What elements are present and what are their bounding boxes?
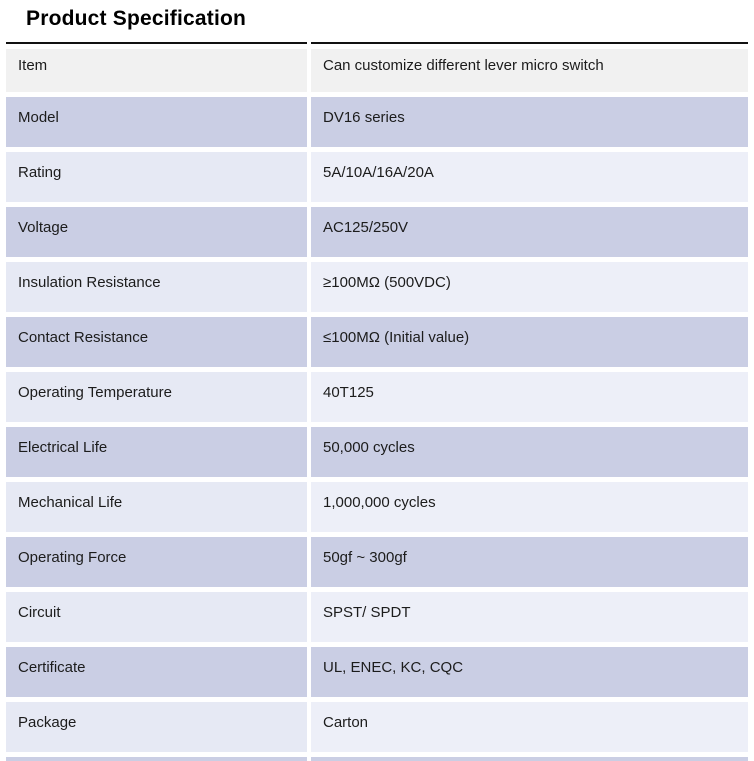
spec-name-cell: Mechanical Life (6, 482, 307, 532)
header-value-cell: Can customize different lever micro swit… (311, 49, 748, 92)
spec-name-cell: Model (6, 97, 307, 147)
spec-name-cell: Insulation Resistance (6, 262, 307, 312)
spec-name-cell: Certificate (6, 647, 307, 697)
spec-name-cell: Operating Force (6, 537, 307, 587)
table-bottom-band (311, 757, 748, 761)
spec-name-cell: Package (6, 702, 307, 752)
spec-name-cell: Rating (6, 152, 307, 202)
table-top-border (311, 42, 748, 44)
page-title: Product Specification (26, 7, 247, 30)
spec-value-cell: 5A/10A/16A/20A (311, 152, 748, 202)
table-bottom-band (6, 757, 307, 761)
spec-name-cell: Voltage (6, 207, 307, 257)
header-item-cell: Item (6, 49, 307, 92)
spec-value-cell: SPST/ SPDT (311, 592, 748, 642)
spec-value-cell: DV16 series (311, 97, 748, 147)
spec-value-cell: UL, ENEC, KC, CQC (311, 647, 748, 697)
spec-value-cell: 40T125 (311, 372, 748, 422)
spec-value-cell: ≤100MΩ (Initial value) (311, 317, 748, 367)
spec-value-cell: 1,000,000 cycles (311, 482, 748, 532)
table-top-border (6, 42, 307, 44)
spec-name-cell: Electrical Life (6, 427, 307, 477)
spec-value-cell: AC125/250V (311, 207, 748, 257)
spec-value-cell: 50,000 cycles (311, 427, 748, 477)
spec-name-cell: Circuit (6, 592, 307, 642)
spec-value-cell: 50gf ~ 300gf (311, 537, 748, 587)
spec-value-cell: ≥100MΩ (500VDC) (311, 262, 748, 312)
spec-value-cell: Carton (311, 702, 748, 752)
spec-table: Item Can customize different lever micro… (6, 42, 748, 761)
spec-name-cell: Contact Resistance (6, 317, 307, 367)
spec-name-cell: Operating Temperature (6, 372, 307, 422)
